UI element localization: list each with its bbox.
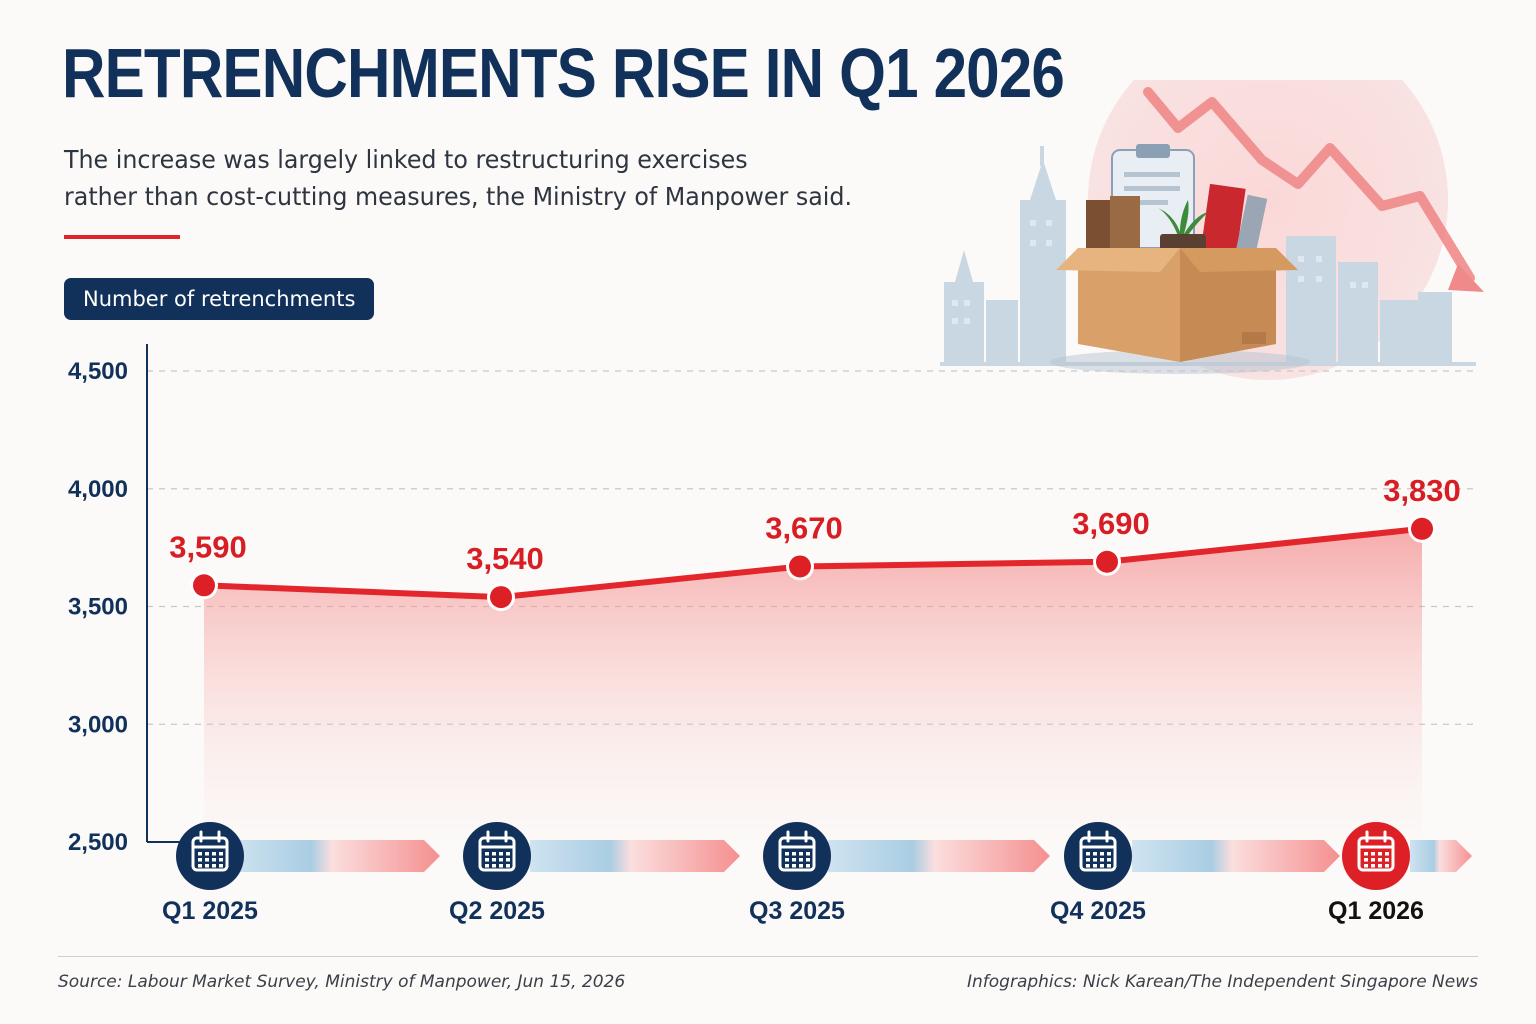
- page-title: RETRENCHMENTS RISE IN Q1 2026: [62, 34, 1065, 112]
- data-label: 3,590: [169, 529, 247, 564]
- data-labels: 3,590 3,540 3,670 3,690 3,830: [169, 473, 1461, 576]
- calendar-icon: [763, 822, 831, 890]
- accent-rule: [64, 235, 180, 239]
- moving-box-downtrend-icon: [940, 80, 1484, 380]
- subtitle-line-2: rather than cost-cutting measures, the M…: [64, 182, 853, 211]
- timeline: [176, 822, 1472, 890]
- calendar-icon: [463, 822, 531, 890]
- calendar-icon: [176, 822, 244, 890]
- calendar-icon: [1342, 822, 1410, 890]
- y-tick-label: 2,500: [68, 829, 128, 856]
- timeline-segment: [1410, 840, 1472, 872]
- y-axis-ticks: 4,500 4,000 3,500 3,000 2,500: [68, 358, 128, 856]
- data-point: [789, 555, 811, 578]
- credit-note: Infographics: Nick Karean/The Independen…: [966, 972, 1478, 992]
- subtitle: The increase was largely linked to restr…: [64, 141, 852, 215]
- calendar-icon: [1064, 822, 1132, 890]
- timeline-segment: [530, 840, 740, 872]
- y-tick-label: 3,500: [68, 594, 128, 621]
- timeline-segment: [232, 840, 440, 872]
- data-label: 3,670: [765, 510, 843, 545]
- source-note: Source: Labour Market Survey, Ministry o…: [58, 972, 626, 992]
- series-area: [204, 528, 1422, 842]
- y-tick-label: 4,500: [68, 358, 128, 385]
- x-category-label: Q4 2025: [1050, 897, 1146, 925]
- data-points: [190, 514, 1436, 612]
- series-label-pill: Number of retrenchments: [64, 278, 375, 320]
- footer-rule: [58, 956, 1478, 957]
- data-point: [490, 586, 512, 609]
- x-category-label: Q3 2025: [749, 897, 845, 925]
- x-axis-categories: Q1 2025 Q2 2025 Q3 2025 Q4 2025 Q1 2026: [162, 897, 1424, 925]
- timeline-segment: [1132, 840, 1340, 872]
- x-category-label: Q2 2025: [449, 897, 545, 925]
- timeline-segment: [828, 840, 1050, 872]
- subtitle-line-1: The increase was largely linked to restr…: [64, 145, 748, 174]
- data-label: 3,690: [1072, 506, 1150, 541]
- x-category-label: Q1 2026: [1328, 897, 1424, 925]
- data-point: [193, 574, 215, 597]
- data-label: 3,830: [1383, 473, 1461, 508]
- data-point: [1411, 517, 1433, 540]
- y-tick-label: 4,000: [68, 476, 128, 503]
- data-point: [1096, 550, 1118, 573]
- data-label: 3,540: [466, 541, 544, 576]
- y-tick-label: 3,000: [68, 711, 128, 738]
- x-category-label: Q1 2025: [162, 897, 258, 925]
